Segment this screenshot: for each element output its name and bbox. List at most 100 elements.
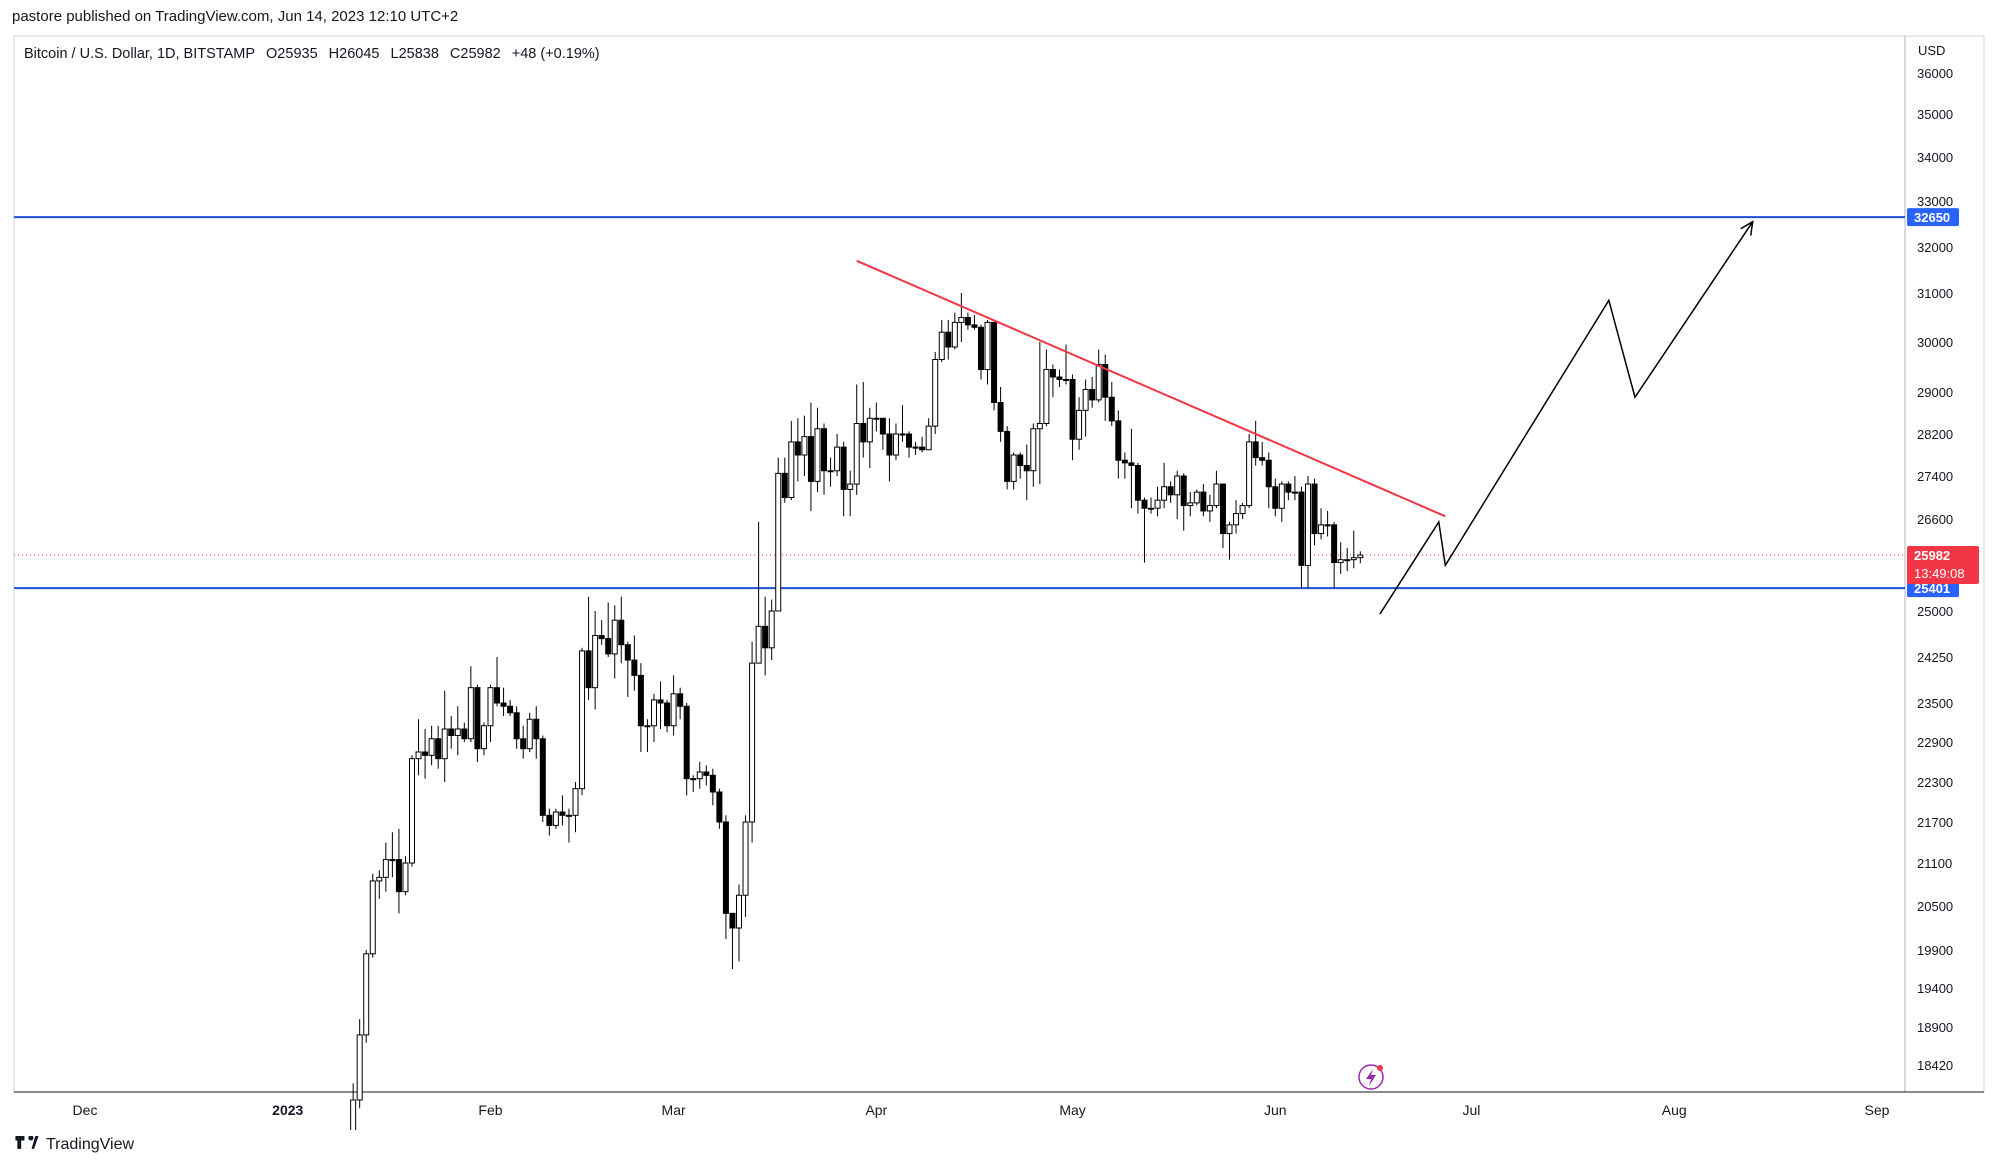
lightning-icon xyxy=(1366,1069,1376,1086)
y-tick-label: 36000 xyxy=(1917,66,1953,81)
candle-body xyxy=(912,446,919,449)
candle-body xyxy=(1017,454,1024,466)
footer-brand[interactable]: TradingView xyxy=(46,1136,135,1153)
candle-body xyxy=(736,894,742,929)
symbol-name[interactable]: Bitcoin / U.S. Dollar, 1D, BITSTAMP xyxy=(24,46,255,62)
candle-body xyxy=(480,725,487,750)
price-axis-currency: USD xyxy=(1918,43,1945,58)
trendline[interactable] xyxy=(856,259,1446,518)
candle-body xyxy=(435,738,442,760)
candle-body xyxy=(886,433,893,456)
candle-body xyxy=(749,662,756,823)
candle-body xyxy=(1115,420,1122,461)
last-price-badge xyxy=(1907,546,1979,584)
candle-body xyxy=(807,436,814,482)
candle-body xyxy=(938,331,945,361)
y-tick-label: 21100 xyxy=(1917,856,1952,871)
candle-body xyxy=(559,811,566,816)
candle-body xyxy=(997,402,1004,432)
last-price-label: 25982 xyxy=(1914,548,1950,563)
candle-body xyxy=(729,912,736,929)
ohlc-open: O25935 xyxy=(266,46,318,62)
y-tick-label: 32000 xyxy=(1917,240,1953,255)
candle-body xyxy=(637,674,644,727)
candle-body xyxy=(500,702,507,707)
candle-body xyxy=(454,728,461,736)
candle-body xyxy=(533,718,540,740)
candle-body xyxy=(1246,441,1253,507)
candle-body xyxy=(866,417,873,443)
candle-body xyxy=(853,423,860,485)
footer: TradingView xyxy=(14,1136,134,1154)
candle-body xyxy=(592,635,599,689)
candle-body xyxy=(1298,491,1305,566)
x-tick-label: May xyxy=(1059,1102,1085,1118)
candle-body xyxy=(624,644,631,661)
candle-body xyxy=(873,417,880,420)
y-tick-label: 23500 xyxy=(1917,696,1953,711)
candle-body xyxy=(356,1034,363,1101)
candle-body xyxy=(1030,428,1037,472)
candle-body xyxy=(1089,389,1096,401)
candle-body xyxy=(1291,491,1298,494)
price-badge-label: 32650 xyxy=(1914,210,1950,225)
candle-body xyxy=(1154,499,1161,509)
price-badge-label: 25401 xyxy=(1914,581,1950,596)
candle-body xyxy=(1128,462,1135,466)
candle-body xyxy=(932,359,939,427)
candle-body xyxy=(716,791,723,823)
candle-body xyxy=(984,321,991,370)
candle-body xyxy=(775,472,782,612)
x-tick-label: Sep xyxy=(1864,1102,1889,1118)
price-chart[interactable]: USD 36000 35000 34000 33000 32000 31000 30000 29… xyxy=(0,0,1997,1130)
candle-body xyxy=(1161,486,1168,501)
tradingview-logo-icon[interactable] xyxy=(14,1136,40,1154)
candle-body xyxy=(964,317,971,326)
projection-path[interactable] xyxy=(1379,221,1754,615)
candle-body xyxy=(1213,483,1220,507)
ohlc-change: +48 (+0.19%) xyxy=(511,46,600,62)
candle-body xyxy=(847,483,854,490)
candle-body xyxy=(1331,524,1338,564)
candle-body xyxy=(1285,483,1292,493)
candle-body xyxy=(422,751,429,756)
y-tick-label: 18420 xyxy=(1917,1058,1953,1073)
candle-body xyxy=(1180,475,1187,507)
candle-body xyxy=(1233,513,1240,526)
candle-body xyxy=(520,738,527,750)
y-tick-label: 22900 xyxy=(1917,735,1953,750)
candle-body xyxy=(1226,524,1233,535)
candle-body xyxy=(977,326,984,370)
countdown-label: 13:49:08 xyxy=(1914,566,1965,581)
x-tick-label: Apr xyxy=(865,1102,887,1118)
candle-body xyxy=(899,433,906,436)
candle-body xyxy=(892,433,899,456)
candle-body xyxy=(821,428,828,472)
x-tick-label: Feb xyxy=(478,1102,502,1118)
candle-body xyxy=(513,712,520,740)
candle-body xyxy=(474,687,481,750)
candle-body xyxy=(1069,379,1076,440)
candle-body xyxy=(971,324,978,328)
candle-body xyxy=(919,446,926,451)
x-tick-label: Mar xyxy=(662,1102,686,1118)
candle-body xyxy=(879,417,886,435)
candle-body xyxy=(1174,475,1181,496)
candle-body xyxy=(801,436,808,456)
candle-body xyxy=(579,650,586,790)
candle-body xyxy=(461,728,468,740)
y-tick-label: 22300 xyxy=(1917,775,1953,790)
candle-body xyxy=(1056,376,1063,380)
candle-body xyxy=(1350,557,1357,561)
candle-body xyxy=(402,862,409,893)
chart-frame xyxy=(13,35,1985,1093)
candle-body xyxy=(631,659,638,676)
candle-body xyxy=(1324,524,1331,527)
candle-body xyxy=(1004,430,1011,482)
y-tick-label: 28200 xyxy=(1917,427,1953,442)
candle-body xyxy=(951,321,958,348)
candle-body xyxy=(389,859,396,862)
candle-body xyxy=(1108,396,1115,422)
symbol-info: Bitcoin / U.S. Dollar, 1D, BITSTAMP O259… xyxy=(24,46,607,62)
y-tick-label: 20500 xyxy=(1917,899,1953,914)
